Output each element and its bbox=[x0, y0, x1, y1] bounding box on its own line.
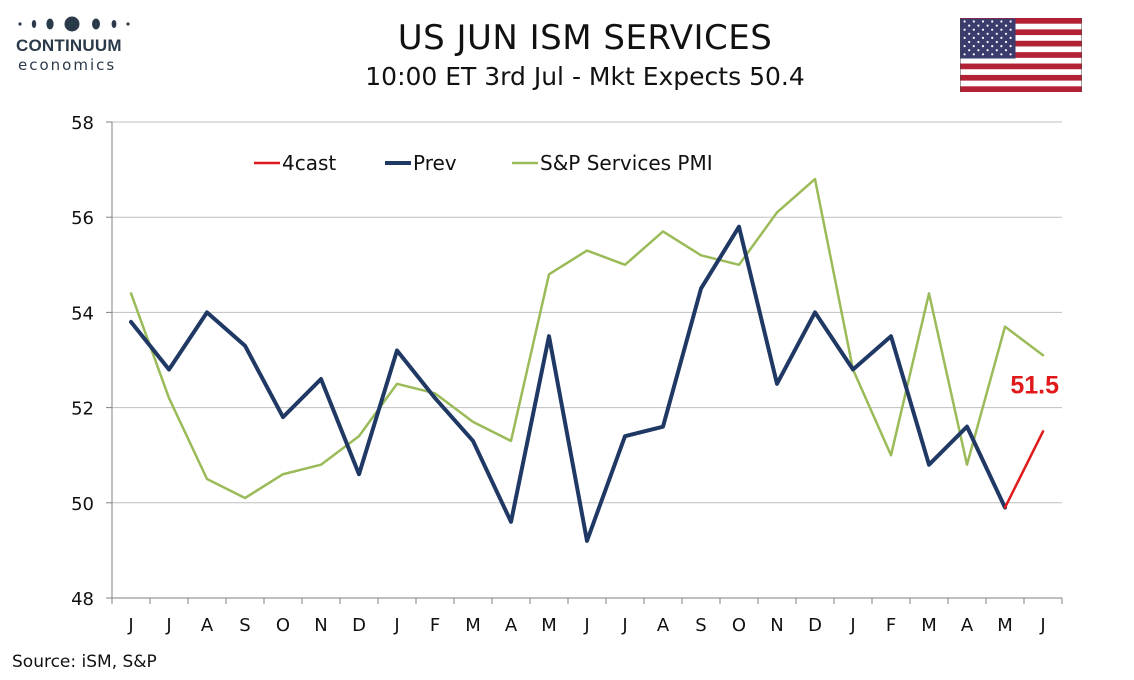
logo-dots-icon bbox=[18, 16, 130, 32]
legend-label: Prev bbox=[413, 151, 457, 175]
y-tick-label: 56 bbox=[71, 208, 94, 229]
x-tick-label: J bbox=[165, 615, 171, 636]
x-tick-label: J bbox=[621, 615, 627, 636]
continuum-logo: CONTINUUM economics bbox=[14, 14, 144, 74]
forecast-value-label: 51.5 bbox=[1010, 371, 1059, 399]
y-tick-label: 52 bbox=[71, 399, 94, 420]
x-tick-label: O bbox=[732, 615, 746, 636]
y-tick-label: 48 bbox=[71, 589, 94, 610]
chart-title: US JUN ISM SERVICES bbox=[397, 18, 773, 58]
x-tick-label: A bbox=[505, 615, 518, 636]
x-tick-label: N bbox=[770, 615, 783, 636]
series-line-4cast bbox=[1003, 430, 1045, 509]
x-tick-label: J bbox=[583, 615, 589, 636]
logo-name: CONTINUUM bbox=[16, 36, 122, 55]
x-tick-label: A bbox=[657, 615, 670, 636]
x-tick-label: F bbox=[430, 615, 440, 636]
x-tick-label: J bbox=[127, 615, 133, 636]
source-note: Source: iSM, S&P bbox=[12, 652, 157, 672]
x-tick-label: A bbox=[201, 615, 214, 636]
x-tick-label: A bbox=[961, 615, 974, 636]
x-tick-label: D bbox=[808, 615, 822, 636]
series-line-prev bbox=[129, 224, 1007, 543]
x-tick-label: J bbox=[1039, 615, 1045, 636]
x-tick-label: M bbox=[465, 615, 481, 636]
legend-label: 4cast bbox=[282, 151, 336, 175]
legend-label: S&P Services PMI bbox=[540, 151, 713, 175]
series-line-s-p-services-pmi bbox=[129, 177, 1045, 500]
logo-subtitle: economics bbox=[18, 56, 117, 74]
x-tick-label: F bbox=[886, 615, 896, 636]
y-tick-label: 58 bbox=[71, 113, 94, 134]
us-flag-icon bbox=[960, 18, 1082, 92]
x-tick-label: J bbox=[849, 615, 855, 636]
y-tick-label: 50 bbox=[71, 494, 94, 515]
x-tick-label: D bbox=[352, 615, 366, 636]
x-tick-label: S bbox=[695, 615, 706, 636]
chart-subtitle: 10:00 ET 3rd Jul - Mkt Expects 50.4 bbox=[365, 62, 805, 91]
x-tick-label: M bbox=[997, 615, 1013, 636]
x-tick-label: M bbox=[921, 615, 937, 636]
y-tick-label: 54 bbox=[71, 303, 94, 324]
x-tick-label: S bbox=[239, 615, 250, 636]
x-tick-label: J bbox=[393, 615, 399, 636]
x-tick-label: M bbox=[541, 615, 557, 636]
x-tick-label: O bbox=[276, 615, 290, 636]
x-tick-label: N bbox=[314, 615, 327, 636]
